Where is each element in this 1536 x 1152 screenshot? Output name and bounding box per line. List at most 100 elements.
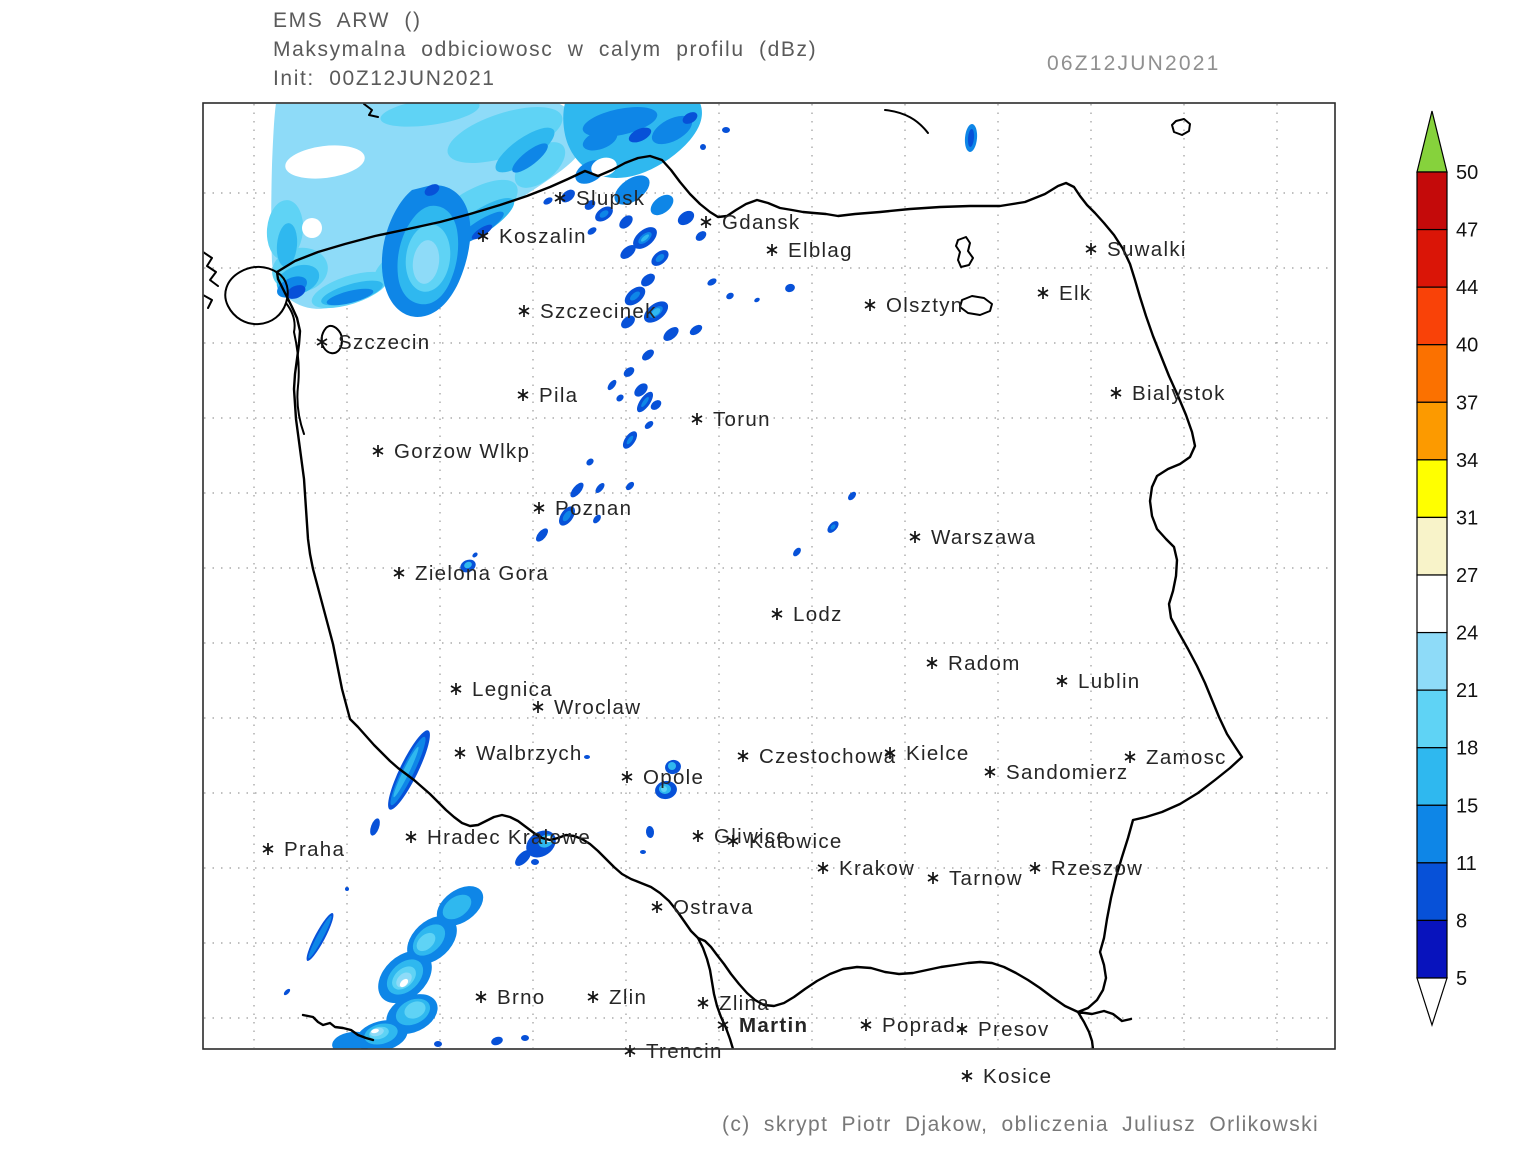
city-opole: Opole xyxy=(621,766,703,789)
city-label: Poprad xyxy=(882,1014,956,1037)
city-label: Presov xyxy=(978,1018,1050,1041)
city-label: Pila xyxy=(539,384,578,407)
city-rzeszow: Rzeszow xyxy=(1029,857,1143,880)
city-asterisk-marker xyxy=(475,991,487,1003)
city-asterisk-marker xyxy=(984,766,996,778)
city-asterisk-marker xyxy=(262,843,274,855)
city-label: Warszawa xyxy=(931,526,1036,549)
city-label: Kielce xyxy=(906,742,970,765)
city-gorzow-wlkp: Gorzow Wlkp xyxy=(372,440,530,463)
city-bialystok: Bialystok xyxy=(1110,382,1224,405)
city-asterisk-marker xyxy=(1124,751,1136,763)
colorbar-bin xyxy=(1416,171,1448,231)
city-sandomierz: Sandomierz xyxy=(984,761,1127,784)
city-label: Gorzow Wlkp xyxy=(394,440,530,463)
coast-fragment-top xyxy=(363,103,379,118)
city-label: Zlina xyxy=(719,992,770,1015)
city-asterisk-marker xyxy=(884,747,896,759)
colorbar-bin xyxy=(1416,286,1448,346)
city-asterisk-marker xyxy=(554,192,566,204)
city-brno: Brno xyxy=(475,986,544,1009)
colorbar-tick-label: 18 xyxy=(1456,738,1478,760)
model-name: EMS ARW () xyxy=(273,9,422,32)
colorbar-tick-label: 24 xyxy=(1456,623,1478,645)
city-asterisk-marker xyxy=(926,657,938,669)
city-legnica: Legnica xyxy=(450,678,553,701)
colorbar-tick-label: 31 xyxy=(1456,507,1478,529)
colorbar-tick-label: 11 xyxy=(1456,853,1477,875)
city-label: Wroclaw xyxy=(554,696,641,719)
city-asterisk-marker xyxy=(405,831,417,843)
city-martin: Martin xyxy=(717,1014,807,1037)
colorbar-bin xyxy=(1416,228,1448,288)
colorbar-tick-label: 5 xyxy=(1456,968,1467,990)
city-asterisk-marker xyxy=(518,305,530,317)
city-label: Szczecin xyxy=(338,331,430,354)
city-label: Zlin xyxy=(609,986,647,1009)
city-label: Suwalki xyxy=(1107,238,1187,261)
colorbar-tick-label: 47 xyxy=(1456,220,1478,242)
city-asterisk-marker xyxy=(727,835,739,847)
city-zamosc: Zamosc xyxy=(1124,746,1227,769)
colorbar-bin xyxy=(1416,689,1448,749)
city-label: Koszalin xyxy=(499,225,587,248)
city-label: Zamosc xyxy=(1146,746,1227,769)
city-katowice: Katowice xyxy=(727,830,843,853)
city-kosice: Kosice xyxy=(961,1065,1051,1088)
czech-slovak-border xyxy=(696,936,735,1049)
city-zlina: Zlina xyxy=(697,992,770,1015)
slovak-ukraine-border xyxy=(1076,1009,1133,1049)
city-label: Torun xyxy=(713,408,771,431)
city-label: Trencin xyxy=(646,1040,723,1063)
city-asterisk-marker xyxy=(860,1019,872,1031)
city-asterisk-marker xyxy=(1110,387,1122,399)
colorbar-tick-label: 27 xyxy=(1456,565,1478,587)
colorbar-bin xyxy=(1416,516,1448,576)
city-label: Legnica xyxy=(472,678,553,701)
city-czestochowa: Czestochowa xyxy=(737,745,895,768)
colorbar-bin xyxy=(1416,919,1448,979)
city-asterisk-marker xyxy=(517,389,529,401)
city-asterisk-marker xyxy=(1085,243,1097,255)
colorbar-tick-label: 15 xyxy=(1456,795,1478,817)
oder-river-line xyxy=(285,302,305,435)
city-elk: Elk xyxy=(1037,282,1090,305)
city-koszalin: Koszalin xyxy=(477,225,587,248)
map-frame xyxy=(202,102,1336,1050)
city-szczecin: Szczecin xyxy=(316,331,430,354)
coast-fragment-west xyxy=(203,251,219,309)
city-asterisk-marker xyxy=(909,531,921,543)
city-pila: Pila xyxy=(517,384,578,407)
city-asterisk-marker xyxy=(1037,287,1049,299)
colorbar-tick-label: 40 xyxy=(1456,335,1478,357)
city-warszawa: Warszawa xyxy=(909,526,1036,549)
city-label: Poznan xyxy=(555,497,632,520)
city-label: Rzeszow xyxy=(1051,857,1143,880)
czech-austria-border xyxy=(301,1013,375,1042)
city-asterisk-marker xyxy=(766,244,778,256)
city-trencin: Trencin xyxy=(624,1040,723,1063)
city-label: Walbrzych xyxy=(476,742,583,765)
city-asterisk-marker xyxy=(372,445,384,457)
colorbar-bin xyxy=(1416,862,1448,922)
city-asterisk-marker xyxy=(1056,675,1068,687)
city-label: Ostrava xyxy=(673,896,754,919)
city-asterisk-marker xyxy=(927,872,939,884)
credit-line: (c) skrypt Piotr Djakow, obliczenia Juli… xyxy=(722,1113,1320,1136)
city-zlin: Zlin xyxy=(587,986,647,1009)
colorbar-bin xyxy=(1416,574,1448,634)
city-hradec-kralowe: Hradec Kralowe xyxy=(405,826,590,849)
city-zielona-gora: Zielona Gora xyxy=(393,562,548,585)
city-krakow: Krakow xyxy=(817,857,914,880)
colorbar-tick-label: 50 xyxy=(1456,162,1478,184)
city-asterisk-marker xyxy=(737,750,749,762)
valid-time: 06Z12JUN2021 xyxy=(1047,52,1221,75)
city-label: Szczecinek xyxy=(540,300,657,323)
city-asterisk-marker xyxy=(956,1023,968,1035)
city-asterisk-marker xyxy=(1029,862,1041,874)
city-asterisk-marker xyxy=(477,230,489,242)
city-wroclaw: Wroclaw xyxy=(532,696,641,719)
city-label: Katowice xyxy=(749,830,843,853)
